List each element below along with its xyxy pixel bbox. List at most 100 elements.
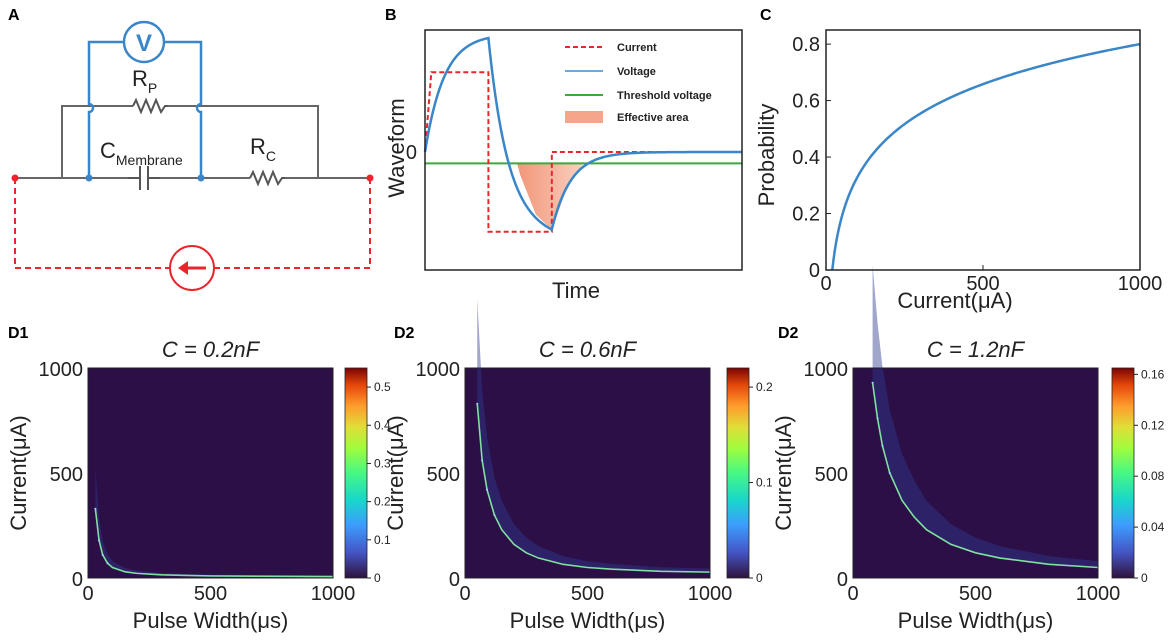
cm-label: CMembrane bbox=[100, 138, 183, 168]
heatmap-frame bbox=[87, 367, 334, 579]
panel-c: C 0 500 1000 0 0.2 0.4 0.6 0.8 Current(μA) Prob… bbox=[754, 7, 1162, 313]
heatmap-y-tick-label: 0 bbox=[72, 569, 83, 591]
heatmap-x-tick-label: 500 bbox=[959, 583, 992, 605]
colorbar-tick-label: 0.2 bbox=[756, 380, 773, 394]
colorbar-tick-label: 0.16 bbox=[1141, 367, 1165, 381]
heatmap-background bbox=[465, 368, 710, 578]
legend-threshold: Threshold voltage bbox=[617, 90, 712, 102]
circuit-gray-wires bbox=[15, 105, 370, 179]
legend-swatch-area bbox=[565, 111, 603, 123]
panel-label-d2: D2 bbox=[394, 325, 415, 342]
node-dot-right bbox=[197, 174, 205, 182]
rp-label: RP bbox=[132, 66, 157, 96]
colorbar-tick-label: 0 bbox=[756, 571, 763, 585]
terminal-dot-right bbox=[366, 174, 374, 182]
probability-plot: 0 500 1000 0 0.2 0.4 0.6 0.8 bbox=[792, 29, 1163, 295]
panel-label-c: C bbox=[760, 7, 772, 24]
heatmap-point bbox=[888, 472, 891, 474]
heatmap-d3: C = 1.2nF 0 500 1000 0 500 1000 Pulse Width(μs)… bbox=[771, 265, 1165, 633]
heatmap-y-axis-label: Current(μA) bbox=[771, 415, 796, 530]
heatmap-point bbox=[101, 553, 104, 556]
heatmap-y-tick-label: 0 bbox=[837, 569, 848, 591]
heatmap-x-tick-label: 500 bbox=[571, 583, 604, 605]
panel-d2: D2 C = 0.6nF 0 500 1000 0 500 1000 Pulse Width(… bbox=[383, 299, 773, 633]
c-y-tick-label: 0.8 bbox=[792, 34, 820, 56]
c-x-tick-label: 1000 bbox=[1118, 273, 1163, 295]
colorbar-tick-label: 0.2 bbox=[374, 495, 391, 509]
heatmap-x-axis-label: Pulse Width(μs) bbox=[510, 608, 666, 633]
panel-label-b: B bbox=[385, 7, 397, 24]
heatmap-point bbox=[876, 417, 879, 420]
panel-d3: D2 C = 1.2nF 0 500 1000 0 500 1000 Pulse Width(… bbox=[771, 265, 1165, 633]
b-axes-frame bbox=[424, 29, 743, 271]
panel-label-d1: D1 bbox=[8, 325, 29, 342]
heatmap-y-tick-label: 500 bbox=[427, 464, 460, 486]
panel-a: A V RP CMembrane RC bbox=[8, 7, 374, 291]
b-y-axis-label: Waveform bbox=[384, 98, 409, 197]
waveform-plot bbox=[423, 29, 743, 271]
resistor-rp bbox=[132, 97, 168, 115]
heatmap-x-tick-label: 1000 bbox=[688, 583, 733, 605]
heatmap-frame bbox=[464, 367, 711, 579]
colorbar-tick-label: 0.3 bbox=[374, 456, 391, 470]
heatmap-x-tick-label: 1000 bbox=[1076, 583, 1121, 605]
c-y-axis-label: Probability bbox=[754, 104, 779, 207]
colorbar-tick-label: 0.1 bbox=[756, 476, 773, 490]
heatmap-x-tick-label: 0 bbox=[847, 583, 858, 605]
heatmap-x-axis-label: Pulse Width(μs) bbox=[898, 608, 1054, 633]
terminal-dot-left bbox=[11, 174, 19, 182]
rc-label: RC bbox=[250, 134, 276, 164]
legend-area: Effective area bbox=[617, 112, 689, 124]
voltmeter-wires bbox=[87, 40, 203, 178]
heatmap-title: C = 0.2nF bbox=[162, 337, 261, 362]
c-x-tick-label: 0 bbox=[820, 273, 831, 295]
heatmap-y-tick-label: 0 bbox=[449, 569, 460, 591]
panel-d1: D1 C = 0.2nF 0 500 1000 0 500 1000 Pulse Width(… bbox=[6, 325, 391, 633]
colorbar-tick-label: 0.5 bbox=[374, 380, 391, 394]
heatmap-frame bbox=[852, 367, 1099, 579]
capacitor-membrane bbox=[128, 166, 160, 190]
heatmap-point bbox=[476, 402, 479, 405]
colorbar-tick-label: 0.1 bbox=[374, 533, 391, 547]
heatmap-title: C = 1.2nF bbox=[927, 337, 1026, 362]
c-y-tick-label: 0.6 bbox=[792, 91, 820, 113]
legend-current: Current bbox=[617, 42, 657, 54]
colorbar-tick-label: 0.12 bbox=[1141, 418, 1165, 432]
voltage-line bbox=[423, 36, 742, 232]
b-y-tick-zero: 0 bbox=[406, 142, 417, 164]
probability-curve bbox=[831, 42, 1141, 271]
heatmap-point bbox=[106, 562, 109, 565]
c-y-tick-label: 0.2 bbox=[792, 204, 820, 226]
heatmap-title: C = 0.6nF bbox=[539, 337, 638, 362]
heatmap-y-tick-label: 500 bbox=[50, 464, 83, 486]
colorbar-tick-label: 0 bbox=[374, 571, 381, 585]
heatmap-point bbox=[871, 381, 874, 384]
colorbar-tick-label: 0 bbox=[1141, 571, 1148, 585]
current-line bbox=[424, 71, 742, 233]
heatmap-point bbox=[94, 507, 97, 510]
heatmap-x-tick-label: 500 bbox=[194, 583, 227, 605]
panel-label-a: A bbox=[8, 7, 20, 24]
colorbar bbox=[726, 367, 750, 579]
colorbar-tick-label: 0.08 bbox=[1141, 469, 1165, 483]
colorbar-tick-label: 0.4 bbox=[374, 418, 391, 432]
heatmap-band bbox=[95, 467, 333, 577]
resistor-rc bbox=[249, 169, 285, 187]
heatmap-x-tick-label: 1000 bbox=[311, 583, 356, 605]
c-x-tick-label: 500 bbox=[966, 273, 999, 295]
heatmap-y-tick-label: 500 bbox=[815, 464, 848, 486]
heatmap-d1: C = 0.2nF 0 500 1000 0 500 1000 Pulse Width(μs)… bbox=[6, 337, 391, 633]
effective-area bbox=[504, 163, 603, 230]
heatmap-point bbox=[486, 488, 489, 491]
heatmap-point bbox=[493, 514, 496, 516]
current-source-loop bbox=[14, 178, 371, 269]
c-y-tick-label: 0.4 bbox=[792, 147, 820, 169]
heatmap-y-tick-label: 1000 bbox=[416, 359, 461, 381]
heatmap-d2: C = 0.6nF 0 500 1000 0 500 1000 Pulse Width(μs)… bbox=[383, 299, 773, 633]
heatmap-y-axis-label: Current(μA) bbox=[6, 415, 31, 530]
c-y-tick-label: 0 bbox=[809, 260, 820, 282]
heatmap-background bbox=[853, 368, 1098, 578]
panel-b: B Time Waveform 0 Current Voltage Thresh… bbox=[384, 7, 743, 303]
heatmap-point bbox=[881, 444, 884, 447]
